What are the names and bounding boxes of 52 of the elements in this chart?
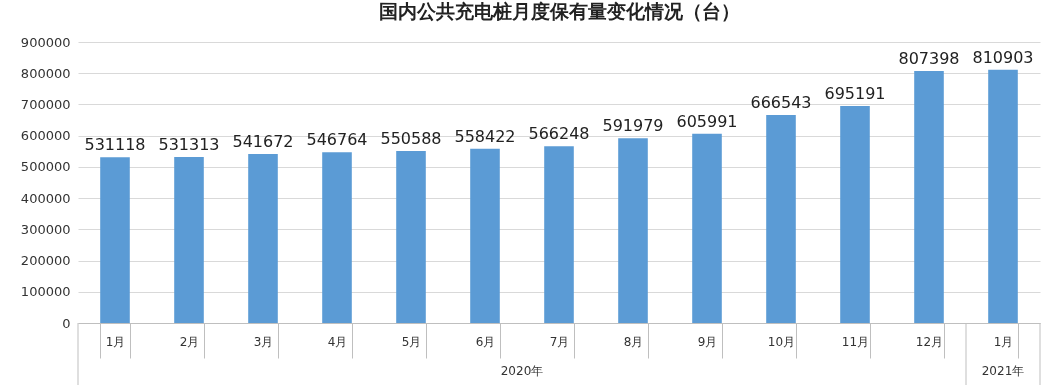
data-label: 550588: [380, 129, 442, 149]
text: 2021年: [981, 364, 1025, 378]
data-label: 807398: [898, 48, 960, 68]
bar: [618, 138, 648, 323]
y-tick-label: 800000: [20, 65, 71, 81]
x-tick-label: 12月: [915, 334, 944, 349]
data-label: 531118: [84, 135, 146, 155]
x-tick-label: 5月: [401, 334, 422, 349]
bar: [322, 152, 352, 323]
x-tick-label: 7月: [549, 334, 570, 349]
x-tick-label: 2月: [179, 334, 200, 349]
data-label: 541672: [232, 131, 294, 151]
data-label: 566248: [528, 124, 590, 144]
x-tick-label: 6月: [475, 334, 496, 349]
bar: [470, 148, 500, 323]
data-label: 810903: [972, 47, 1034, 67]
x-tick-label: 10月: [767, 334, 796, 349]
x-tick-label: 11月: [841, 334, 870, 349]
bar: [396, 151, 426, 323]
bar: [914, 70, 944, 323]
x-tick-label: 3月: [253, 334, 274, 349]
y-tick-label: 700000: [20, 96, 71, 112]
y-tick-label: 400000: [20, 190, 71, 206]
bar: [766, 114, 796, 323]
y-tick-label: 100000: [20, 284, 71, 300]
data-label: 558422: [454, 126, 516, 146]
y-tick-label: 900000: [20, 34, 71, 50]
data-label: 666543: [750, 92, 812, 112]
data-label: 605991: [676, 111, 738, 131]
chart-title: 国内公共充电桩月度保有量变化情况（台）: [378, 0, 740, 22]
y-tick-label: 200000: [20, 253, 71, 269]
data-label: 591979: [602, 116, 664, 136]
y-tick-label: 0: [62, 315, 71, 331]
bar: [100, 157, 130, 323]
y-tick-label: 300000: [20, 221, 71, 237]
data-label: 695191: [824, 83, 886, 103]
bar: [988, 69, 1018, 323]
x-tick-label: 4月: [327, 334, 348, 349]
bar: [840, 105, 870, 323]
bar: [174, 157, 204, 323]
x-tick-label: 1月: [105, 334, 126, 349]
y-tick-label: 500000: [20, 159, 71, 175]
bar: [544, 146, 574, 323]
x-tick-label: 9月: [697, 334, 718, 349]
x-tick-label: 8月: [623, 334, 644, 349]
y-tick-label: 600000: [20, 128, 71, 144]
bar: [248, 153, 278, 323]
x-tick-label: 1月: [993, 334, 1014, 349]
text: 2020年: [500, 364, 544, 378]
data-label: 531313: [158, 135, 220, 155]
bar: [692, 133, 722, 323]
data-label: 546764: [306, 130, 368, 150]
